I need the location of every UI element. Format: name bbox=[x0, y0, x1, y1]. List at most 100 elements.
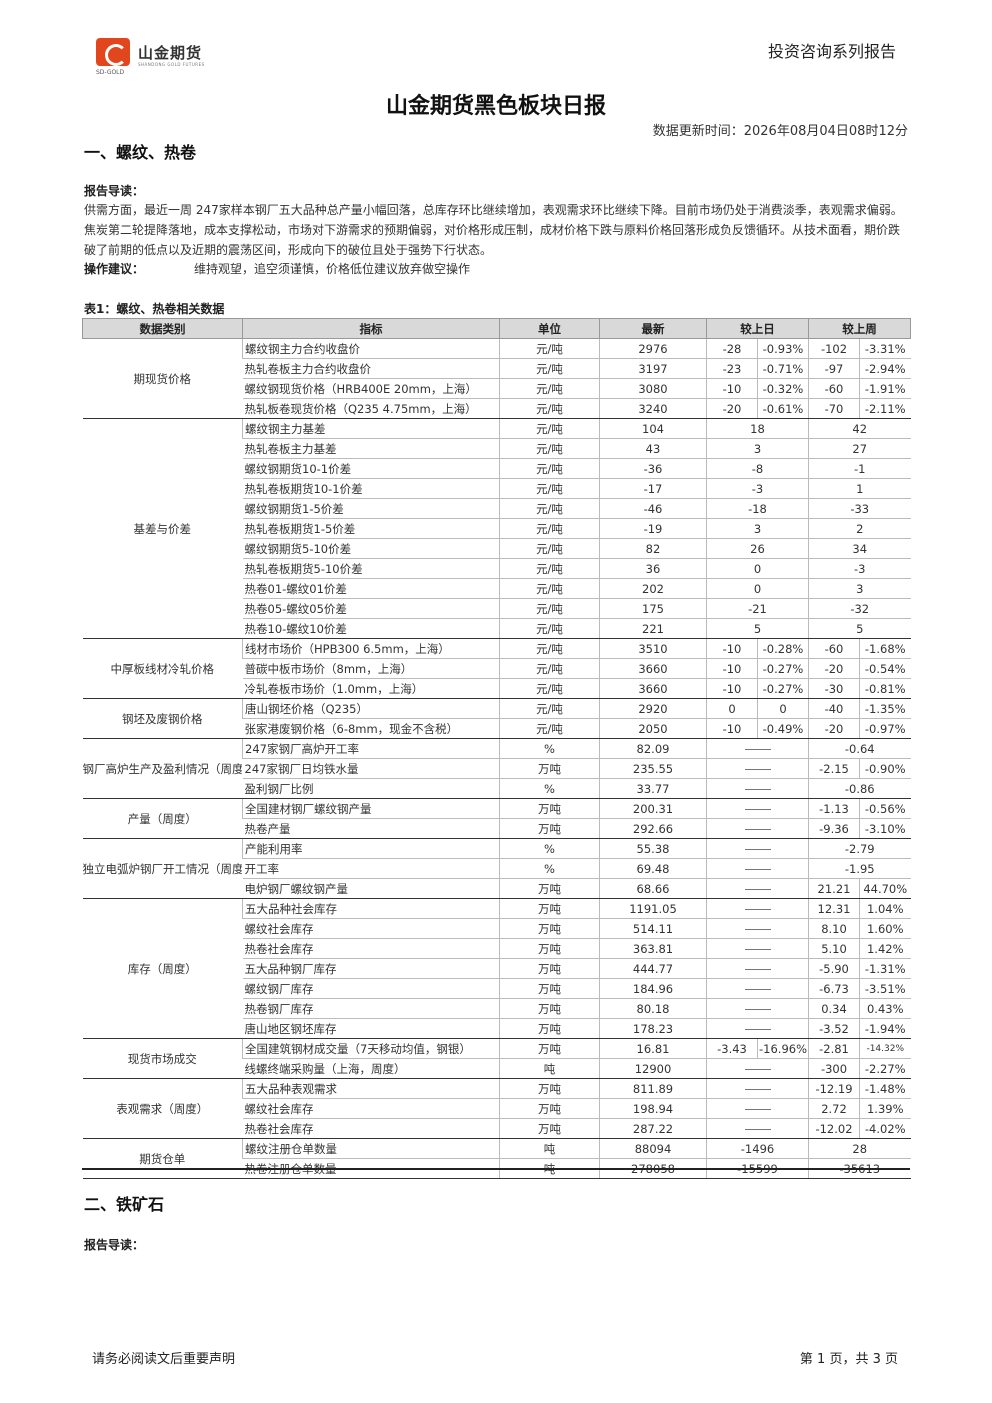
row-day-change-pct: 0 bbox=[757, 698, 809, 719]
table-caption: 表1：螺纹、热卷相关数据 bbox=[84, 302, 225, 316]
row-unit: 万吨 bbox=[499, 1098, 600, 1119]
row-unit: 万吨 bbox=[499, 1018, 600, 1039]
row-latest: 811.89 bbox=[599, 1078, 707, 1099]
dash-icon bbox=[744, 828, 771, 830]
row-indicator: 螺纹钢主力合约收盘价 bbox=[242, 338, 500, 359]
row-indicator: 产能利用率 bbox=[242, 838, 500, 859]
row-day-change-pct: -0.27% bbox=[757, 678, 809, 699]
row-unit: 万吨 bbox=[499, 798, 600, 819]
row-unit: 万吨 bbox=[499, 918, 600, 939]
row-unit: 元/吨 bbox=[499, 658, 600, 679]
table-row: 热轧卷板主力合约收盘价 元/吨 3197 -23 -0.71% -97 -2.94% bbox=[83, 358, 911, 379]
table-row: 热轧板卷现货价格（Q235 4.75mm，上海） 元/吨 3240 -20 -0.61%… bbox=[83, 398, 911, 419]
row-day-change: 26 bbox=[706, 538, 809, 559]
row-week-change: -3.52 bbox=[808, 1018, 860, 1039]
table-row: 产量（周度） 全国建材钢厂螺纹钢产量 万吨 200.31 -1.13 -0.56% bbox=[82, 798, 911, 839]
row-day-change: -18 bbox=[706, 498, 809, 519]
row-day-change: -28 bbox=[706, 338, 758, 359]
table-row: 热卷社会库存 万吨 363.81 5.10 1.42% bbox=[83, 938, 911, 959]
row-unit: 万吨 bbox=[499, 958, 600, 979]
row-week-change: -2.81 bbox=[808, 1038, 860, 1059]
row-latest: 1191.05 bbox=[599, 898, 707, 919]
row-week-change: 2.72 bbox=[808, 1098, 860, 1119]
row-week-change-pct: 1.39% bbox=[859, 1098, 911, 1119]
row-day-change: 0 bbox=[706, 698, 758, 719]
row-day-change: -10 bbox=[706, 658, 758, 679]
row-day-change bbox=[706, 798, 809, 819]
table-row: 热卷10-螺纹10价差 元/吨 221 5 5 bbox=[83, 618, 911, 639]
row-week-change-pct: -0.81% bbox=[859, 678, 911, 699]
row-category: 钢厂高炉生产及盈利情况（周度） bbox=[82, 738, 243, 799]
row-week-change-pct: -1.68% bbox=[859, 638, 911, 659]
row-indicator: 唐山钢坯价格（Q235） bbox=[242, 698, 500, 719]
row-week-change: -97 bbox=[808, 358, 860, 379]
row-unit: 万吨 bbox=[499, 878, 600, 899]
row-week-change: -12.02 bbox=[808, 1118, 860, 1139]
row-unit: 万吨 bbox=[499, 818, 600, 839]
row-unit: 元/吨 bbox=[499, 578, 600, 599]
table-row: 热卷社会库存 万吨 287.22 -12.02 -4.02% bbox=[83, 1118, 911, 1139]
footer-page-number: 第 1 页，共 3 页 bbox=[799, 1352, 898, 1367]
table-row: 钢坯及废钢价格 唐山钢坯价格（Q235） 元/吨 2920 0 0 -40 -1.35% bbox=[82, 698, 911, 739]
table-row: 普碳中板市场价（8mm，上海） 元/吨 3660 -10 -0.27% -20 -0.54% bbox=[83, 658, 911, 679]
row-indicator: 螺纹社会库存 bbox=[242, 1098, 500, 1119]
row-week-change: -40 bbox=[808, 698, 860, 719]
row-latest: 444.77 bbox=[599, 958, 707, 979]
row-indicator: 螺纹钢厂库存 bbox=[242, 978, 500, 999]
row-unit: 元/吨 bbox=[499, 458, 600, 479]
row-day-change: 5 bbox=[706, 618, 809, 639]
row-day-change-pct: -0.49% bbox=[757, 718, 809, 739]
table-row: 表观需求（周度） 五大品种表观需求 万吨 811.89 -12.19 -1.48% bbox=[82, 1078, 911, 1139]
row-latest: -17 bbox=[599, 478, 707, 499]
table-bottom-rule bbox=[82, 1168, 910, 1170]
row-week-change-pct: -2.11% bbox=[859, 398, 911, 419]
row-indicator: 螺纹钢期货5-10价差 bbox=[242, 538, 500, 559]
table-row: 热轧卷板期货10-1价差 元/吨 -17 -3 1 bbox=[83, 478, 911, 499]
logo-brand-en: SD-GOLD bbox=[96, 69, 125, 76]
row-week-change: 12.31 bbox=[808, 898, 860, 919]
row-latest: -36 bbox=[599, 458, 707, 479]
row-unit: 元/吨 bbox=[499, 638, 600, 659]
row-latest: 178.23 bbox=[599, 1018, 707, 1039]
row-category: 期货仓单 bbox=[82, 1138, 243, 1179]
dash-icon bbox=[744, 1068, 771, 1070]
row-indicator: 螺纹钢期货1-5价差 bbox=[242, 498, 500, 519]
row-unit: 元/吨 bbox=[499, 558, 600, 579]
guide-label-1: 报告导读： bbox=[84, 184, 145, 198]
logo-mark-icon bbox=[96, 38, 130, 66]
row-indicator: 张家港废钢价格（6-8mm，现金不含税） bbox=[242, 718, 500, 739]
row-indicator: 螺纹钢现货价格（HRB400E 20mm，上海） bbox=[242, 378, 500, 399]
row-day-change: -10 bbox=[706, 718, 758, 739]
row-week-change: -2.79 bbox=[808, 838, 911, 859]
dash-icon bbox=[744, 1088, 771, 1090]
row-week-change-pct: -2.27% bbox=[859, 1058, 911, 1079]
row-unit: 元/吨 bbox=[499, 598, 600, 619]
row-day-change bbox=[706, 778, 809, 799]
row-week-change-pct: -14.32% bbox=[859, 1038, 911, 1059]
row-category: 表观需求（周度） bbox=[82, 1078, 243, 1139]
row-indicator: 电炉钢厂螺纹钢产量 bbox=[242, 878, 500, 899]
row-week-change: 21.21 bbox=[808, 878, 860, 899]
row-week-change: 1 bbox=[808, 478, 911, 499]
row-unit: % bbox=[499, 778, 600, 799]
table-row: 期现货价格 螺纹钢主力合约收盘价 元/吨 2976 -28 -0.93% -102 -3.31… bbox=[82, 338, 911, 419]
row-category: 独立电弧炉钢厂开工情况（周度） bbox=[82, 838, 243, 899]
table-row: 期货仓单 螺纹注册仓单数量吨 88094 -1496 28 bbox=[82, 1138, 911, 1179]
row-day-change: -1496 bbox=[706, 1138, 809, 1159]
row-indicator: 螺纹钢主力基差 bbox=[242, 418, 500, 439]
row-latest: 3240 bbox=[599, 398, 707, 419]
row-category: 产量（周度） bbox=[82, 798, 243, 839]
table-row: 唐山地区钢坯库存 万吨 178.23 -3.52 -1.94% bbox=[83, 1018, 911, 1039]
row-day-change-pct: -16.96% bbox=[757, 1038, 809, 1059]
row-week-change-pct: 0.43% bbox=[859, 998, 911, 1019]
row-day-change-pct: -0.27% bbox=[757, 658, 809, 679]
row-week-change: -3 bbox=[808, 558, 911, 579]
row-unit: 万吨 bbox=[499, 898, 600, 919]
table-row: 盈利钢厂比例% 33.77 -0.86 bbox=[83, 778, 911, 799]
row-week-change-pct: -4.02% bbox=[859, 1118, 911, 1139]
row-latest: 88094 bbox=[599, 1138, 707, 1159]
row-week-change: 3 bbox=[808, 578, 911, 599]
row-indicator: 盈利钢厂比例 bbox=[242, 778, 500, 799]
row-day-change-pct: -0.93% bbox=[757, 338, 809, 359]
row-day-change bbox=[706, 898, 809, 919]
